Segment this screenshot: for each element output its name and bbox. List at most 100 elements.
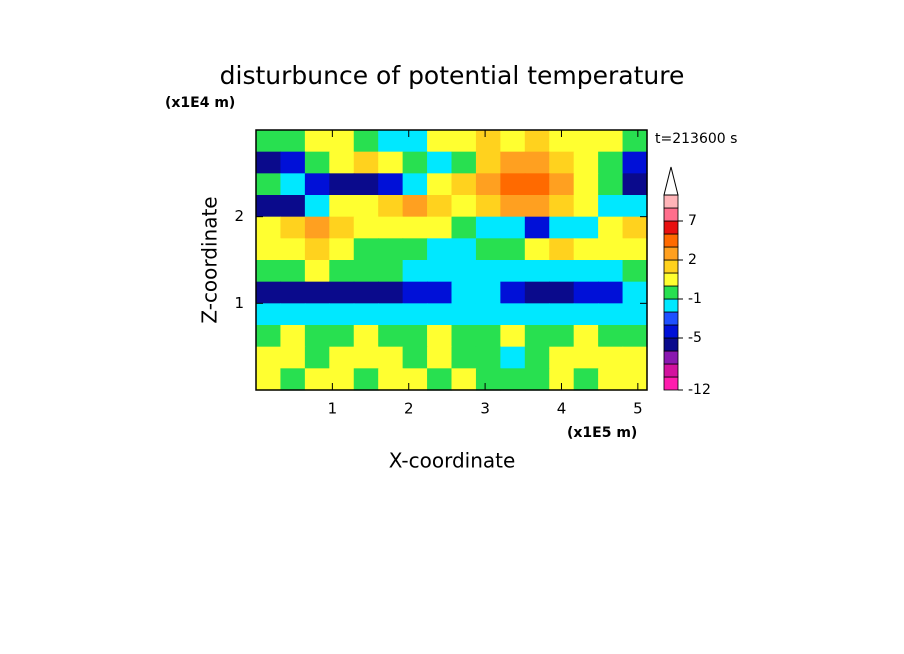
- contour-cell: [329, 346, 355, 369]
- contour-cell: [256, 173, 282, 196]
- x-tick-label: 4: [557, 400, 567, 418]
- contour-cell: [524, 346, 550, 369]
- contour-cell: [256, 195, 282, 218]
- contour-cell: [427, 346, 453, 369]
- contour-cell: [573, 303, 599, 326]
- contour-cell: [304, 216, 330, 239]
- contour-cell: [402, 368, 428, 391]
- contour-cell: [256, 281, 282, 304]
- contour-cell: [549, 303, 575, 326]
- contour-cell: [378, 260, 404, 283]
- contour-cell: [573, 173, 599, 196]
- contour-cell: [451, 346, 477, 369]
- contour-cell: [427, 238, 453, 261]
- colorbar-tick-label: -12: [688, 382, 711, 398]
- contour-cell: [573, 346, 599, 369]
- x-tick-label: 5: [633, 400, 643, 418]
- contour-cell: [304, 151, 330, 174]
- contour-cell: [549, 238, 575, 261]
- contour-cell: [353, 325, 379, 348]
- contour-cell: [402, 151, 428, 174]
- contour-cell: [573, 368, 599, 391]
- contour-cell: [451, 195, 477, 218]
- contour-cell: [304, 260, 330, 283]
- contour-cell: [598, 173, 624, 196]
- contour-cell: [280, 368, 306, 391]
- contour-cell: [598, 346, 624, 369]
- contour-cell: [427, 130, 453, 153]
- contour-cell: [549, 325, 575, 348]
- contour-cell: [524, 260, 550, 283]
- contour-cell: [280, 281, 306, 304]
- colorbar-box: [663, 233, 679, 248]
- contour-cell: [280, 260, 306, 283]
- contour-cell: [524, 151, 550, 174]
- colorbar-tick-label: 7: [688, 213, 697, 229]
- colorbar-box: [663, 298, 679, 313]
- contour-cell: [549, 151, 575, 174]
- colorbar-box: [663, 220, 679, 235]
- contour-cell: [549, 173, 575, 196]
- contour-cell: [329, 151, 355, 174]
- contour-cell: [475, 368, 501, 391]
- contour-cell: [549, 281, 575, 304]
- contour-cell: [280, 130, 306, 153]
- colorbar-box: [663, 207, 679, 222]
- contour-cell: [475, 151, 501, 174]
- contour-cell: [451, 238, 477, 261]
- colorbar-box: [663, 337, 679, 352]
- contour-cell: [475, 260, 501, 283]
- colorbar-box: [663, 246, 679, 261]
- contour-cell: [622, 195, 648, 218]
- y-tick-label: 1: [234, 294, 244, 312]
- x-tick-label: 3: [480, 400, 490, 418]
- colorbar-box: [663, 311, 679, 326]
- contour-cell: [256, 238, 282, 261]
- colorbar-box: [663, 376, 679, 391]
- contour-cell: [353, 368, 379, 391]
- contour-cell: [475, 130, 501, 153]
- contour-cell: [451, 303, 477, 326]
- y-unit: (x1E4 m): [165, 95, 235, 111]
- contour-cell: [280, 216, 306, 239]
- contour-cell: [427, 195, 453, 218]
- contour-cell: [573, 195, 599, 218]
- contour-cell: [500, 238, 526, 261]
- contour-cell: [427, 151, 453, 174]
- contour-cell: [427, 173, 453, 196]
- contour-cell: [573, 325, 599, 348]
- contour-cell: [500, 260, 526, 283]
- contour-cell: [475, 303, 501, 326]
- contour-cell: [304, 173, 330, 196]
- contour-cell: [524, 303, 550, 326]
- contour-cell: [353, 281, 379, 304]
- contour-cell: [402, 216, 428, 239]
- contour-cell: [378, 346, 404, 369]
- contour-cell: [475, 216, 501, 239]
- contour-cell: [622, 325, 648, 348]
- y-tick-label: 2: [234, 207, 244, 225]
- contour-cell: [256, 325, 282, 348]
- contour-cell: [280, 325, 306, 348]
- colorbar-box: [663, 194, 679, 209]
- contour-cell: [500, 303, 526, 326]
- contour-cell: [549, 216, 575, 239]
- contour-cell: [378, 173, 404, 196]
- colorbar-tick-label: 2: [688, 252, 697, 268]
- contour-cell: [304, 303, 330, 326]
- contour-cell: [500, 325, 526, 348]
- contour-cell: [598, 151, 624, 174]
- contour-cell: [353, 216, 379, 239]
- contour-cell: [256, 346, 282, 369]
- contour-cell: [524, 173, 550, 196]
- annotation: t=213600 s: [655, 131, 737, 147]
- contour-cell: [402, 260, 428, 283]
- contour-cell: [475, 346, 501, 369]
- contour-cell: [280, 195, 306, 218]
- contour-cell: [598, 260, 624, 283]
- y-axis-label: Z-coordinate: [198, 196, 222, 323]
- contour-cell: [402, 346, 428, 369]
- contour-cell: [549, 195, 575, 218]
- contour-cell: [573, 238, 599, 261]
